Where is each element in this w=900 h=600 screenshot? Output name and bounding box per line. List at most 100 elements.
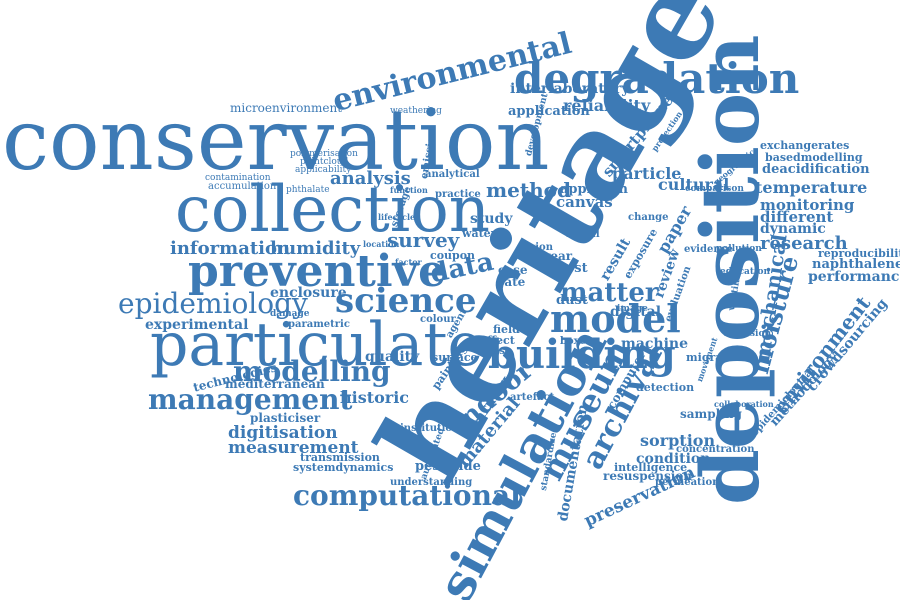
- word-accumulation: accumulation: [208, 181, 277, 192]
- word-cultural: cultural: [658, 175, 730, 194]
- word-conservation: conservation: [2, 91, 550, 189]
- word-resuspension: resuspension: [603, 469, 692, 483]
- word-interlaboratory: interlaboratory: [510, 81, 630, 97]
- word-model: model: [550, 296, 681, 341]
- word-collaboration: collaboration: [714, 399, 774, 409]
- word-canvas: canvas: [556, 193, 613, 211]
- word-reliability: reliability: [563, 96, 651, 115]
- word-measurement: measurement: [228, 438, 359, 458]
- word-house: house: [478, 346, 512, 357]
- word-damage: damage: [270, 309, 310, 319]
- word-performance: performance: [808, 269, 900, 285]
- word-useful: useful: [565, 229, 600, 240]
- word-study: study: [470, 211, 513, 227]
- word-enclosure: enclosure: [270, 285, 347, 301]
- word-rate: rate: [498, 275, 526, 289]
- word-temperature: temperature: [755, 178, 868, 197]
- word-digital: digital: [610, 304, 662, 320]
- word-pesticide: pesticide: [415, 459, 481, 474]
- word-matter: matter: [560, 278, 659, 308]
- word-analysis: analysis: [330, 168, 411, 189]
- word-effect: effect: [480, 334, 515, 347]
- word-water: water: [462, 227, 497, 240]
- word-migration: migration: [686, 351, 748, 364]
- word-method: method: [486, 178, 571, 202]
- word-dynamic: dynamic: [760, 221, 826, 237]
- word-transmission: transmission: [300, 451, 380, 464]
- word-approach: approach: [560, 182, 628, 197]
- word-digitisation: digitisation: [228, 423, 338, 443]
- word-modelling: modelling: [233, 355, 391, 388]
- word-historic: historic: [340, 388, 410, 407]
- word-vision: vision: [520, 242, 553, 253]
- word-analytical: analytical: [425, 169, 480, 180]
- word-systemdynamics: systemdynamics: [293, 461, 394, 474]
- word-permeation: permeation: [655, 477, 720, 488]
- word-surface: surface: [432, 351, 478, 364]
- word-deposition: deposition: [683, 34, 777, 505]
- word-evidence: evidence: [684, 244, 734, 255]
- word-humidity: humidity: [270, 238, 361, 259]
- word-experimental: experimental: [145, 317, 249, 333]
- word-artefact: artefact: [510, 392, 555, 403]
- word-contamination: contamination: [205, 173, 271, 183]
- word-dust: dust: [556, 293, 588, 308]
- word-science: science: [335, 281, 477, 321]
- word-exchangerates: exchangerates: [760, 139, 850, 152]
- word-sampling: sampling: [680, 407, 742, 421]
- word-parametric: parametric: [288, 319, 350, 330]
- word-degradation: degradation: [514, 54, 800, 103]
- word-preventive: preventive: [188, 246, 447, 297]
- word-particulate: particulate: [150, 310, 483, 380]
- word-mediterranean: mediterranean: [225, 377, 325, 391]
- word-practice: practice: [435, 189, 481, 200]
- word-deacidification: deacidification: [762, 162, 870, 177]
- word-different: different: [760, 208, 834, 226]
- word-monitoring: monitoring: [760, 196, 855, 214]
- word-reproducibility: reproducibility: [818, 247, 900, 260]
- word-information: information: [170, 238, 291, 259]
- word-corrosion: corrosion: [723, 329, 772, 339]
- word-boxes: boxes: [560, 336, 592, 347]
- word-institution: institution: [400, 423, 460, 434]
- word-application: application: [508, 104, 590, 119]
- word-machine: machine: [621, 336, 688, 352]
- word-coupon: coupon: [430, 249, 476, 262]
- word-lifecycle: lifecycle: [378, 212, 416, 222]
- word-function: function: [390, 185, 428, 195]
- word-management: management: [148, 383, 353, 416]
- word-applicability: applicability: [295, 165, 352, 175]
- word-test: test: [560, 261, 588, 276]
- word-building: building: [488, 331, 676, 378]
- word-condition: condition: [636, 451, 711, 467]
- word-change: change: [628, 212, 669, 223]
- word-understanding: understanding: [390, 477, 473, 488]
- word-education: education: [720, 267, 770, 277]
- word-factor: factor: [395, 257, 422, 267]
- word-collection: collection: [175, 173, 490, 247]
- word-field: field: [493, 323, 520, 336]
- word-epidemiology: epidemiology: [118, 287, 308, 320]
- word-survey: survey: [387, 228, 460, 252]
- word-case: case: [498, 263, 528, 277]
- word-wear: wear: [540, 249, 573, 263]
- word-plasticiser: plasticiser: [250, 411, 321, 425]
- word-image: image: [617, 304, 648, 314]
- word-weathering: weathering: [390, 106, 442, 116]
- word-quality: quality: [365, 349, 420, 365]
- word-basedmodelling: basedmodelling: [765, 151, 863, 164]
- word-research: research: [760, 233, 848, 254]
- word-particle: particle: [612, 164, 682, 183]
- word-computational: computational: [293, 479, 521, 512]
- word-polymerisation: polymerisation: [290, 149, 358, 159]
- word-colour: colour: [420, 314, 456, 325]
- word-location: location: [363, 239, 400, 249]
- word-concentration: concentration: [676, 444, 755, 455]
- word-comparison: comparison: [685, 184, 744, 194]
- word-phthalate: phthalate: [286, 185, 330, 195]
- word-microenvironment: microenvironment: [230, 101, 343, 115]
- word-sorption: sorption: [640, 431, 716, 450]
- word-naphthalene: naphthalene: [812, 257, 900, 272]
- word-detection: detection: [636, 381, 695, 394]
